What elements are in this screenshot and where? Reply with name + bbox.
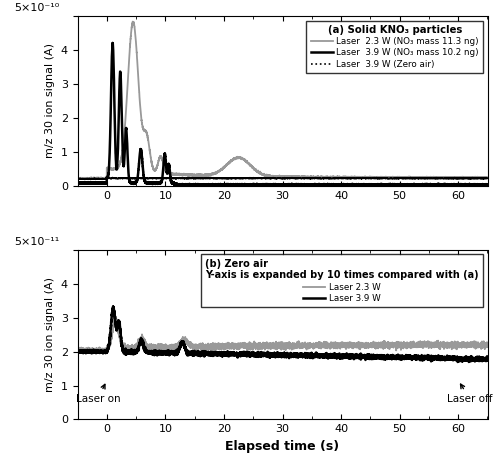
Text: Laser on: Laser on <box>76 384 120 404</box>
X-axis label: Elapsed time (s): Elapsed time (s) <box>226 440 340 453</box>
Text: 5×10⁻¹⁰: 5×10⁻¹⁰ <box>14 3 59 13</box>
Text: 5×10⁻¹¹: 5×10⁻¹¹ <box>14 237 59 247</box>
Text: Laser off: Laser off <box>447 384 492 404</box>
Y-axis label: m/z 30 ion signal (A): m/z 30 ion signal (A) <box>45 277 55 392</box>
Legend: Laser  2.3 W (NO₃ mass 11.3 ng), Laser  3.9 W (NO₃ mass 10.2 ng), Laser  3.9 W (: Laser 2.3 W (NO₃ mass 11.3 ng), Laser 3.… <box>306 21 483 73</box>
Legend: Laser 2.3 W, Laser 3.9 W: Laser 2.3 W, Laser 3.9 W <box>201 254 483 307</box>
Y-axis label: m/z 30 ion signal (A): m/z 30 ion signal (A) <box>45 43 55 158</box>
